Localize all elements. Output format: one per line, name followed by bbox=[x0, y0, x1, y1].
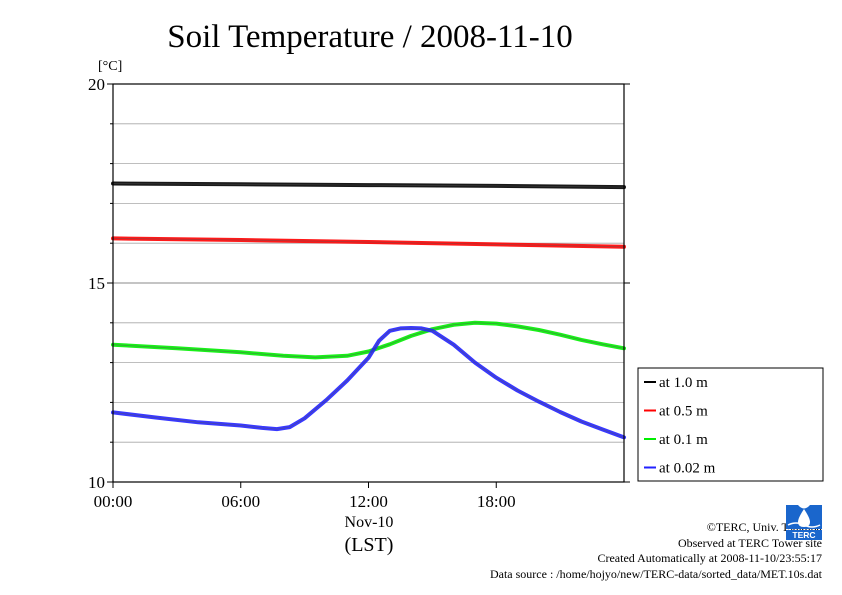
y-tick-label: 10 bbox=[88, 473, 105, 492]
x-tick-label: 06:00 bbox=[221, 492, 260, 511]
x-tick-label: 18:00 bbox=[477, 492, 516, 511]
series-line-core bbox=[112, 238, 625, 248]
series-line-core bbox=[112, 183, 625, 188]
legend-label: at 1.0 m bbox=[659, 375, 708, 391]
legend-label: at 0.1 m bbox=[659, 432, 708, 448]
x-axis-timezone-label: (LST) bbox=[345, 534, 394, 556]
x-tick-label: 00:00 bbox=[94, 492, 133, 511]
x-tick-label: 12:00 bbox=[349, 492, 388, 511]
terc-logo-icon: TERC bbox=[786, 505, 822, 540]
chart-title: Soil Temperature / 2008-11-10 bbox=[167, 19, 573, 55]
legend-label: at 0.02 m bbox=[659, 461, 716, 477]
legend: at 1.0 m at 0.5 m at 0.1 m at 0.02 m bbox=[637, 367, 824, 482]
x-axis-date-label: Nov-10 bbox=[345, 514, 394, 531]
series-lines bbox=[111, 181, 626, 440]
legend-label: at 0.5 m bbox=[659, 404, 708, 420]
y-tick-label: 20 bbox=[88, 75, 105, 94]
y-tick-label: 15 bbox=[88, 274, 105, 293]
observed-site-text: Observed at TERC Tower site bbox=[677, 535, 822, 550]
logo-text: TERC bbox=[792, 530, 815, 540]
data-source-text: Data source : /home/hojyo/new/TERC-data/… bbox=[489, 566, 822, 581]
axis-ticks: 10 15 20 00:00 06:00 12:00 18:00 bbox=[88, 75, 630, 511]
credits-block: ©TERC, Univ. Tsukuba Observed at TERC To… bbox=[490, 520, 822, 582]
grid-lines bbox=[113, 123, 624, 443]
copyright-text: ©TERC, Univ. Tsukuba bbox=[706, 520, 822, 534]
created-timestamp-text: Created Automatically at 2008-11-10/23:5… bbox=[597, 551, 822, 565]
series-line-core bbox=[112, 327, 625, 438]
legend-box bbox=[637, 367, 824, 482]
y-axis-unit-label: [°C] bbox=[98, 59, 122, 74]
